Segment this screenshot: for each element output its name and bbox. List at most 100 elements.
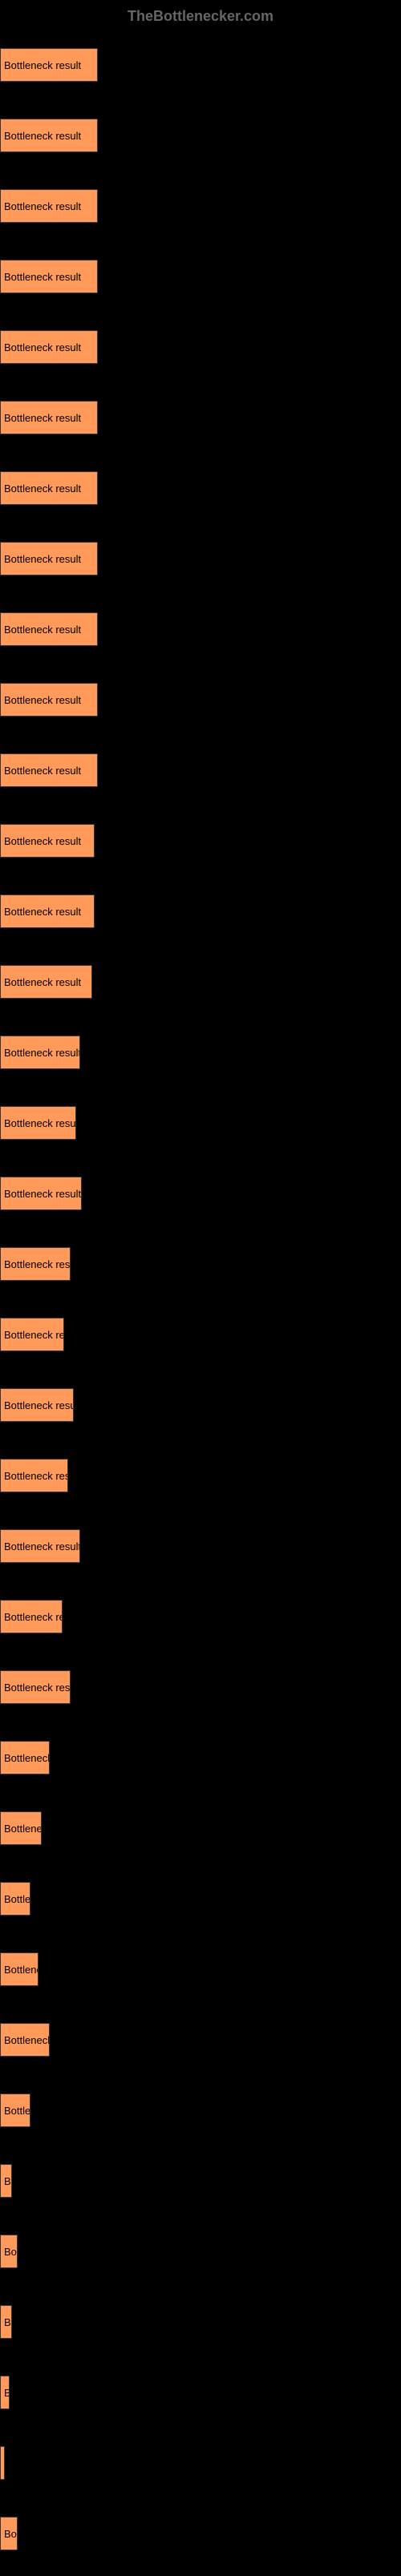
bar-label: Bottleneck result: [4, 1964, 38, 1976]
chart-bar: Bottleneck result: [0, 1529, 80, 1563]
bar-row: Bottleneck result: [0, 2012, 401, 2060]
bar-label: Bottleneck result: [4, 835, 81, 847]
bar-row: Bottleneck result: [0, 531, 401, 579]
bar-row: Bottleneck result: [0, 601, 401, 649]
bar-row: Bottleneck result: [0, 37, 401, 85]
bar-label: Bottleneck result: [4, 1188, 81, 1200]
chart-bar: Bottleneck result: [0, 753, 98, 787]
bar-row: Bottleneck result: [0, 1447, 401, 1496]
bar-row: Bottleneck result: [0, 2505, 401, 2554]
bar-label: Bottleneck result: [4, 412, 81, 424]
bar-row: Bottleneck result: [0, 813, 401, 861]
bar-label: Bottleneck result: [4, 482, 81, 495]
bar-label: Bottleneck result: [4, 1117, 76, 1129]
bar-label: Bottleneck result: [4, 2175, 12, 2187]
chart-bar: Bottleneck result: [0, 2023, 50, 2057]
bar-label: Bottleneck result: [4, 1611, 63, 1623]
bar-label: Bottleneck result: [4, 271, 81, 283]
bar-label: Bottleneck result: [4, 2457, 5, 2469]
chart-bar: Bottleneck result: [0, 48, 98, 82]
bar-label: Bottleneck result: [4, 1893, 30, 1905]
bar-row: Bottleneck result: [0, 1589, 401, 1637]
bar-row: Bottleneck result: [0, 2294, 401, 2342]
bar-label: Bottleneck result: [4, 553, 81, 565]
bar-row: Bottleneck result: [0, 1377, 401, 1425]
bar-label: Bottleneck result: [4, 976, 81, 988]
chart-bar: Bottleneck result: [0, 119, 98, 152]
chart-bar: Bottleneck result: [0, 1036, 80, 1069]
bar-label: Bottleneck result: [4, 765, 81, 777]
chart-bar: Bottleneck result: [0, 1811, 42, 1845]
bar-row: Bottleneck result: [0, 1730, 401, 1778]
bar-row: Bottleneck result: [0, 672, 401, 720]
bar-label: Bottleneck result: [4, 624, 81, 636]
bar-row: Bottleneck result: [0, 1236, 401, 1284]
chart-bar: Bottleneck result: [0, 1247, 71, 1281]
chart-bar: Bottleneck result: [0, 2376, 10, 2409]
bar-label: Bottleneck result: [4, 1329, 64, 1341]
bar-label: Bottleneck result: [4, 1399, 74, 1411]
bar-label: Bottleneck result: [4, 1540, 80, 1552]
chart-bar: Bottleneck result: [0, 824, 95, 858]
bar-label: Bottleneck result: [4, 341, 81, 353]
chart-bar: Bottleneck result: [0, 1459, 68, 1492]
bar-label: Bottleneck result: [4, 2246, 18, 2258]
chart-bar: Bottleneck result: [0, 189, 98, 223]
bar-label: Bottleneck result: [4, 59, 81, 71]
chart-bar: Bottleneck result: [0, 1388, 74, 1422]
bar-label: Bottleneck result: [4, 906, 81, 918]
chart-bar: Bottleneck result: [0, 2446, 5, 2480]
bar-label: Bottleneck result: [4, 130, 81, 142]
chart-bar: Bottleneck result: [0, 1952, 38, 1986]
chart-bar: Bottleneck result: [0, 2235, 18, 2268]
bar-row: Bottleneck result: [0, 1095, 401, 1143]
bar-row: Bottleneck result: [0, 107, 401, 155]
bar-label: Bottleneck result: [4, 2105, 30, 2117]
chart-bar: Bottleneck result: [0, 1177, 82, 1210]
bar-label: Bottleneck result: [4, 1258, 71, 1270]
bar-row: Bottleneck result: [0, 1165, 401, 1213]
chart-bar: Bottleneck result: [0, 2164, 12, 2198]
bar-label: Bottleneck result: [4, 2034, 50, 2046]
chart-bar: Bottleneck result: [0, 683, 98, 717]
bar-row: Bottleneck result: [0, 1941, 401, 1989]
bar-row: Bottleneck result: [0, 1871, 401, 1919]
chart-bar: Bottleneck result: [0, 1670, 71, 1704]
bar-row: Bottleneck result: [0, 1306, 401, 1355]
bar-label: Bottleneck result: [4, 2528, 18, 2540]
bar-chart: Bottleneck result Bottleneck result Bottle…: [0, 37, 401, 2554]
bar-row: Bottleneck result: [0, 1800, 401, 1848]
bar-row: Bottleneck result: [0, 390, 401, 438]
bar-row: Bottleneck result: [0, 2364, 401, 2412]
bar-row: Bottleneck result: [0, 954, 401, 1002]
chart-bar: Bottleneck result: [0, 401, 98, 434]
chart-bar: Bottleneck result: [0, 2094, 30, 2127]
bar-label: Bottleneck result: [4, 1047, 80, 1059]
chart-bar: Bottleneck result: [0, 2517, 18, 2550]
chart-bar: Bottleneck result: [0, 1882, 30, 1916]
bar-label: Bottleneck result: [4, 1470, 68, 1482]
chart-bar: Bottleneck result: [0, 1106, 76, 1140]
bar-row: Bottleneck result: [0, 742, 401, 790]
chart-bar: Bottleneck result: [0, 1318, 64, 1351]
chart-bar: Bottleneck result: [0, 612, 98, 646]
bar-label: Bottleneck result: [4, 1752, 50, 1764]
bar-row: Bottleneck result: [0, 2082, 401, 2130]
chart-bar: Bottleneck result: [0, 260, 98, 293]
watermark-text: TheBottlenecker.com: [0, 8, 401, 25]
bar-row: Bottleneck result: [0, 2223, 401, 2271]
chart-bar: Bottleneck result: [0, 1741, 50, 1775]
bar-label: Bottleneck result: [4, 200, 81, 212]
bar-row: Bottleneck result: [0, 460, 401, 508]
bar-row: Bottleneck result: [0, 2153, 401, 2201]
bar-row: Bottleneck result: [0, 883, 401, 931]
chart-bar: Bottleneck result: [0, 965, 92, 999]
bar-row: Bottleneck result: [0, 319, 401, 367]
bar-row: Bottleneck result: [0, 1024, 401, 1072]
bar-label: Bottleneck result: [4, 1823, 42, 1835]
bar-label: Bottleneck result: [4, 2316, 12, 2328]
chart-bar: Bottleneck result: [0, 2305, 12, 2339]
bar-row: Bottleneck result: [0, 1518, 401, 1566]
bar-label: Bottleneck result: [4, 694, 81, 706]
chart-bar: Bottleneck result: [0, 1600, 63, 1633]
